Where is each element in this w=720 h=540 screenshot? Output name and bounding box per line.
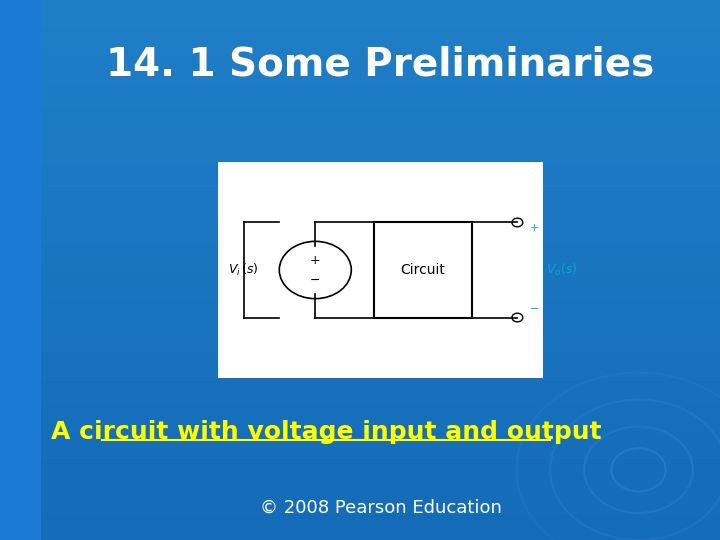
Bar bbox=[41, 216, 720, 243]
Text: 14. 1 Some Preliminaries: 14. 1 Some Preliminaries bbox=[107, 46, 654, 84]
Bar bbox=[41, 324, 720, 351]
Bar bbox=[41, 189, 720, 216]
Text: −: − bbox=[530, 305, 539, 314]
Bar bbox=[41, 270, 720, 297]
Text: $V_i\,(s)$: $V_i\,(s)$ bbox=[228, 262, 259, 278]
Bar bbox=[41, 27, 720, 54]
Text: $V_o(s)$: $V_o(s)$ bbox=[546, 262, 577, 278]
Bar bbox=[41, 432, 720, 459]
Bar bbox=[41, 486, 720, 513]
Text: +: + bbox=[310, 254, 320, 267]
Text: −: − bbox=[310, 274, 320, 287]
Bar bbox=[41, 459, 720, 486]
Bar bbox=[217, 162, 544, 378]
Bar bbox=[41, 297, 720, 324]
Bar bbox=[41, 108, 720, 135]
Bar bbox=[41, 135, 720, 162]
Bar bbox=[41, 81, 720, 108]
Bar bbox=[374, 222, 472, 318]
Bar bbox=[41, 513, 720, 540]
Text: +: + bbox=[530, 223, 539, 233]
Bar bbox=[41, 54, 720, 81]
Bar bbox=[41, 351, 720, 378]
Text: Circuit: Circuit bbox=[400, 263, 445, 277]
Bar bbox=[41, 162, 720, 189]
Bar bbox=[41, 0, 720, 27]
Text: A circuit with voltage input and output: A circuit with voltage input and output bbox=[51, 420, 601, 444]
Bar bbox=[41, 243, 720, 270]
Bar bbox=[41, 405, 720, 432]
Bar bbox=[41, 378, 720, 405]
Text: © 2008 Pearson Education: © 2008 Pearson Education bbox=[259, 498, 501, 517]
